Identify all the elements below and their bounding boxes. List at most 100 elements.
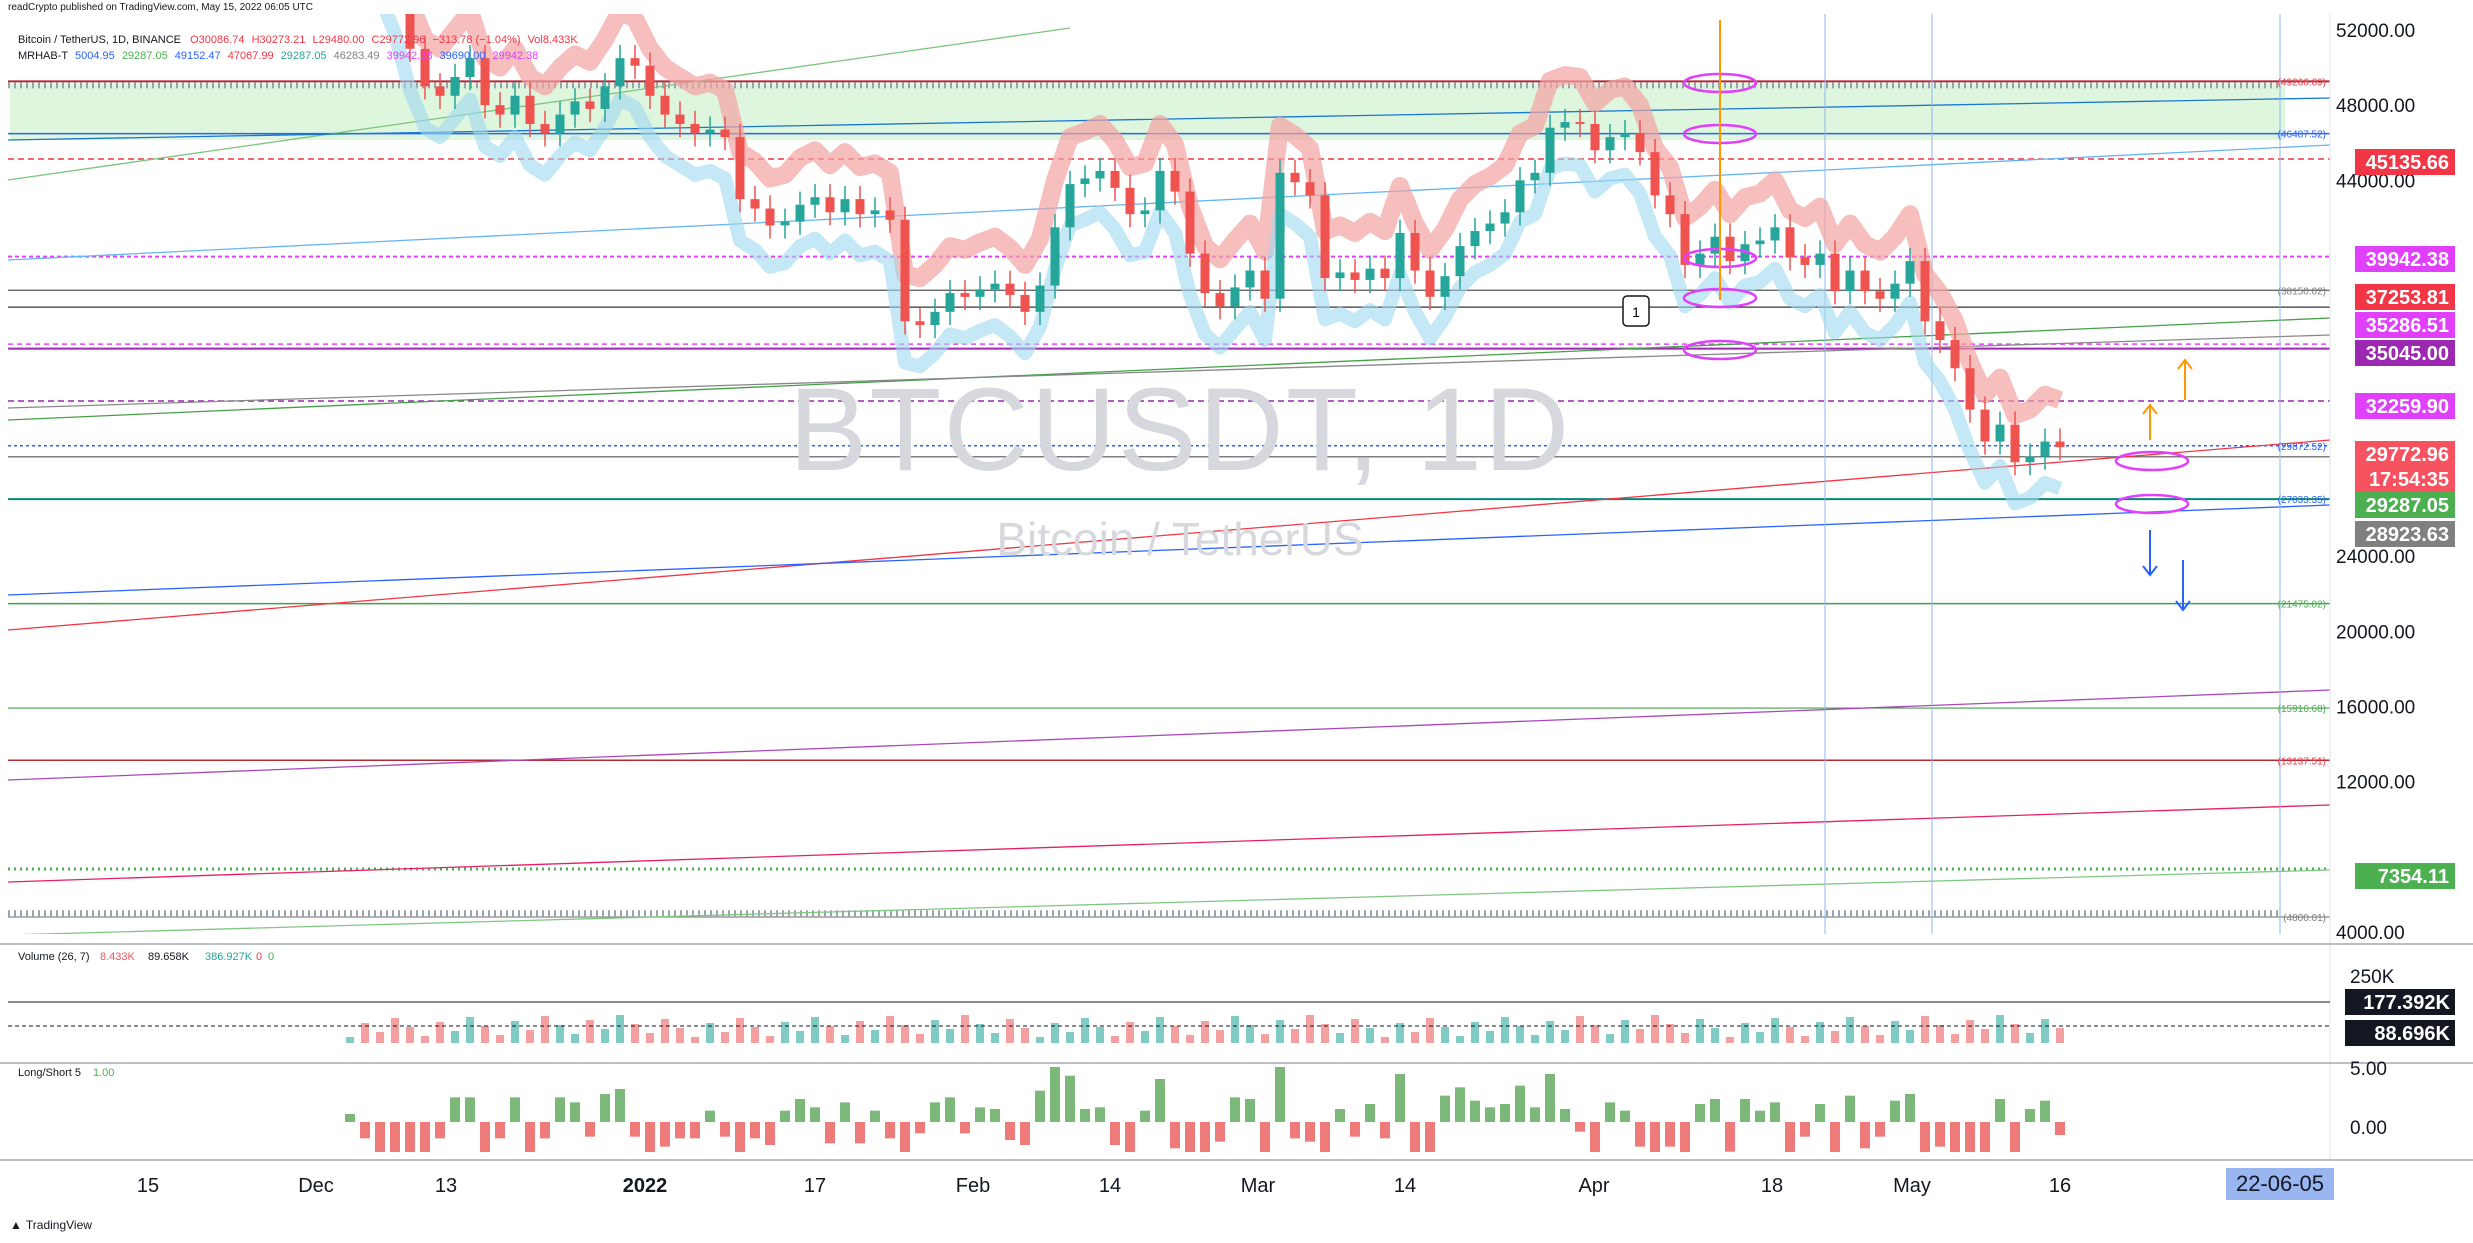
candle-body: [1845, 270, 1855, 292]
candle-body: [900, 219, 910, 322]
volume-bar: [931, 1020, 939, 1043]
candle-body: [1305, 182, 1315, 196]
candle-body: [555, 114, 565, 134]
price-tag: 28923.63: [2355, 521, 2455, 547]
longshort-bar: [1965, 1122, 1975, 1152]
longshort-bar: [930, 1102, 940, 1122]
volume-bar: [391, 1018, 399, 1043]
longshort-bar: [1005, 1122, 1015, 1140]
ohlc-open: O30086.74: [190, 34, 245, 46]
candle-body: [1485, 223, 1495, 232]
date-badge[interactable]: 22-06-05: [2226, 1168, 2334, 1200]
volume-bar: [2011, 1024, 2019, 1043]
longshort-bar: [780, 1110, 790, 1122]
candle-body: [480, 58, 490, 106]
watermark-subtitle: Bitcoin / TetherUS: [996, 513, 1363, 565]
longshort-bar: [975, 1107, 985, 1122]
support-zone: [10, 84, 2285, 140]
longshort-bar: [735, 1122, 745, 1152]
longshort-bar: [1620, 1110, 1630, 1122]
longshort-bar: [1065, 1075, 1075, 1122]
longshort-bar: [570, 1102, 580, 1122]
price-axis[interactable]: [2330, 14, 2473, 1160]
volume-pane-v1: 8.433K: [100, 951, 136, 963]
volume-bar: [1756, 1032, 1764, 1043]
volume-bar: [346, 1037, 354, 1043]
longshort-bar: [1050, 1067, 1060, 1122]
candle-body: [1455, 246, 1465, 277]
longshort-bar: [1110, 1122, 1120, 1145]
candle-body: [855, 199, 865, 215]
volume-bar: [1381, 1037, 1389, 1043]
volume-bar: [481, 1026, 489, 1043]
volume-bar: [571, 1034, 579, 1043]
longshort-bar: [1515, 1085, 1525, 1122]
tradingview-logo[interactable]: ▲ TradingView: [10, 1218, 92, 1232]
volume-bar: [1291, 1029, 1299, 1043]
candle-body: [1425, 270, 1435, 297]
longshort-bar: [555, 1097, 565, 1122]
candle-body: [840, 199, 850, 213]
volume-bar: [1696, 1019, 1704, 1043]
longshort-bar: [1890, 1100, 1900, 1122]
volume-bar: [901, 1025, 909, 1043]
longshort-bar: [1230, 1097, 1240, 1122]
indicator-v4: 47067.99: [227, 50, 274, 62]
symbol-line[interactable]: Bitcoin / TetherUS, 1D, BINANCE O30086.7…: [18, 34, 578, 46]
candle-body: [1005, 283, 1015, 295]
volume-bar: [1651, 1015, 1659, 1043]
price-tag: 45135.66: [2355, 149, 2455, 175]
indicator-name[interactable]: MRHAB-T: [18, 50, 68, 62]
volume-bar: [1501, 1017, 1509, 1043]
volume-pane-v5: 0: [268, 951, 274, 963]
candle-body: [1245, 270, 1255, 288]
candle-body: [630, 58, 640, 66]
symbol-name[interactable]: Bitcoin / TetherUS, 1D, BINANCE: [18, 34, 182, 46]
candle-body: [600, 86, 610, 109]
ohlc-high: H30273.21: [251, 34, 306, 46]
candle-body: [1185, 191, 1195, 254]
longshort-bar: [480, 1122, 490, 1152]
indicator-line[interactable]: MRHAB-T 5004.95 29287.05 49152.47 47067.…: [18, 50, 538, 62]
volume-bar: [511, 1021, 519, 1043]
longshort-bar: [1440, 1095, 1450, 1122]
volume-bar: [1126, 1022, 1134, 1043]
volume-bar: [721, 1032, 729, 1043]
volume-bar: [1951, 1034, 1959, 1043]
candle-body: [1215, 293, 1225, 307]
volume-bar: [856, 1021, 864, 1043]
volume-bar: [1921, 1016, 1929, 1043]
volume-tick: 250K: [2350, 967, 2395, 988]
volume-bar: [2026, 1033, 2034, 1043]
y-axis-ticks: 52000.00 48000.00 44000.00 24000.00 20000.00…: [2336, 21, 2415, 944]
longshort-bar: [1635, 1122, 1645, 1147]
longshort-bar: [1710, 1099, 1720, 1122]
volume-bar: [1786, 1027, 1794, 1043]
volume-bar: [1111, 1036, 1119, 1043]
volume-tag-bg: [2345, 1020, 2455, 1046]
note-marker: 1: [1622, 295, 1650, 327]
x-tick-label: 16: [2049, 1175, 2071, 1197]
longshort-pane-value: 1.00: [93, 1067, 114, 1079]
ohlc-close: C29772.96: [371, 34, 426, 46]
candle-body: [1380, 268, 1390, 279]
longshort-tick: 5.00: [2350, 1059, 2387, 1080]
y-tick-label: 16000.00: [2336, 698, 2415, 719]
longshort-bar: [990, 1109, 1000, 1122]
longshort-bar: [525, 1122, 535, 1152]
level-label: (21475.02): [2278, 600, 2326, 611]
volume-bar: [1561, 1030, 1569, 1043]
price-tag: 39942.38: [2355, 246, 2455, 272]
longshort-bar: [1740, 1099, 1750, 1122]
longshort-bar: [705, 1110, 715, 1122]
longshort-bar: [1350, 1122, 1360, 1137]
candle-body: [1920, 261, 1930, 322]
price-tag-label: 37253.81: [2366, 287, 2449, 309]
volume-bar: [706, 1023, 714, 1043]
candle-body: [750, 199, 760, 209]
longshort-bar: [1305, 1122, 1315, 1142]
candle-body: [1290, 172, 1300, 183]
arrow-head: [2175, 600, 2191, 612]
longshort-bar: [2025, 1109, 2035, 1122]
